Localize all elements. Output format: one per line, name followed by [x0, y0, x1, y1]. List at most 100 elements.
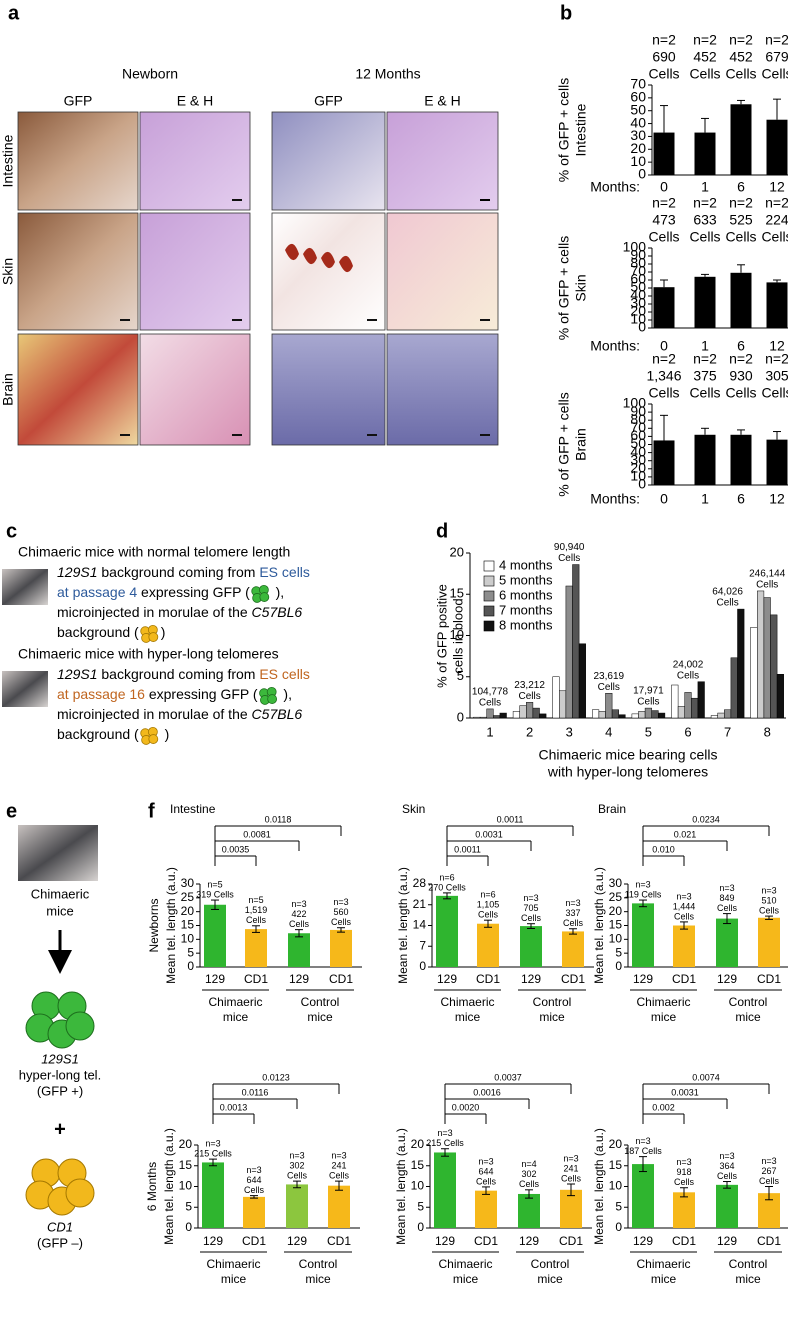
y-tick-label: 100: [623, 395, 647, 411]
bar: [770, 614, 778, 719]
bar-label: n=3: [437, 1128, 452, 1138]
bar: [710, 715, 718, 719]
description-line: 129S1 background coming from ES cells: [57, 564, 310, 580]
y-axis-label: % of GFP positive: [434, 584, 449, 688]
bar: [766, 439, 788, 485]
bar: [598, 711, 606, 719]
y-tick-label: 100: [623, 239, 647, 255]
group-label: mice: [735, 1272, 761, 1286]
x-tick-label: 129: [203, 1234, 223, 1248]
text-segment: background coming from: [97, 666, 259, 682]
y-tick-label: 20: [630, 303, 646, 319]
x-tick-label: 0: [660, 179, 668, 195]
column-title: E & H: [424, 93, 461, 109]
legend-swatch: [483, 590, 495, 602]
y-tick-label: 40: [630, 114, 646, 130]
cell: [148, 632, 159, 642]
bar-label: 690: [652, 49, 676, 65]
error-bar: [737, 99, 745, 105]
histology-image: [386, 111, 499, 211]
error-bar: [723, 913, 731, 925]
error-bar: [250, 1195, 258, 1199]
error-bar: [737, 429, 745, 435]
y-tick-label: 5: [615, 945, 622, 959]
bar-label: n=2: [729, 351, 753, 367]
text-segment: microinjected in morulae of the: [57, 706, 252, 722]
cell-count: 17,971: [633, 686, 664, 697]
y-axis-label: Mean tel. length (a.u.): [592, 1128, 606, 1245]
group-label: Chimaeric: [206, 1257, 260, 1271]
p-value: 0.0123: [262, 1072, 290, 1082]
bar-label: n=3: [719, 883, 734, 893]
x-tick-label: 129: [633, 972, 653, 986]
text-segment: at passage 16: [57, 686, 145, 702]
error-bar: [525, 1189, 533, 1199]
p-value: 0.0031: [671, 1087, 699, 1097]
y-tick-label: 20: [179, 1137, 193, 1151]
y-tick-label: 30: [630, 127, 646, 143]
y-axis-label: % of GFP + cells: [556, 78, 572, 182]
bar-label: 1,519: [245, 905, 268, 915]
group-label: mice: [455, 1010, 481, 1024]
x-tick-label: 1: [701, 338, 709, 354]
cell: [259, 592, 270, 602]
x-axis-label: Months:: [590, 491, 640, 507]
bar: [526, 702, 534, 719]
x-tick-label: CD1: [672, 1234, 696, 1248]
p-value: 0.0074: [692, 1072, 720, 1082]
column-title: GFP: [314, 93, 343, 109]
label: 129S1: [41, 1051, 79, 1066]
bar: [486, 708, 494, 719]
row-label: 6 Months: [145, 1162, 159, 1211]
x-tick-label: CD1: [327, 1234, 351, 1248]
bar-label: 224: [765, 212, 788, 228]
description-line: microinjected in morulae of the C57BL6: [57, 706, 302, 722]
stain: [285, 243, 299, 261]
bar-label: Cells: [725, 385, 756, 401]
histology-image: [17, 212, 139, 331]
bar: [565, 585, 573, 719]
label: CD1: [47, 1219, 73, 1234]
y-tick-label: 80: [630, 255, 646, 271]
stain: [339, 255, 353, 273]
bar: [677, 706, 685, 719]
y-tick-label: 70: [630, 419, 646, 435]
bar-label: n=3: [289, 1150, 304, 1160]
label: mice: [46, 903, 73, 918]
bar: [694, 276, 716, 328]
cell-count: 23,212: [514, 680, 545, 691]
text-segment: background coming from: [97, 564, 259, 580]
chart-title: Intestine: [170, 802, 216, 816]
cell-count: 104,778: [472, 687, 509, 698]
bar: [477, 923, 499, 967]
error-bar: [660, 105, 668, 133]
bar-label: n=2: [765, 195, 788, 211]
cell-count: 23,619: [594, 671, 625, 682]
x-tick-label: CD1: [757, 1234, 781, 1248]
x-tick-label: 129: [717, 1234, 737, 1248]
error-bar: [639, 899, 647, 908]
bar-label: 422: [291, 909, 306, 919]
bar-label: Cells: [329, 1170, 350, 1180]
group-label: Control: [729, 1257, 768, 1271]
text-segment: C57BL6: [252, 604, 303, 620]
y-tick-label: 70: [630, 76, 646, 92]
text-segment: ),: [272, 584, 284, 600]
mouse-photo: [2, 569, 48, 605]
mouse-photo: [18, 825, 98, 881]
x-tick-label: CD1: [242, 1234, 266, 1248]
bar-label: 375: [693, 368, 717, 384]
bar: [578, 643, 586, 719]
cell-count: Cells: [558, 553, 580, 564]
cell-count: Cells: [518, 691, 540, 702]
bar: [758, 1193, 780, 1228]
error-bar: [527, 923, 535, 929]
group-label: mice: [221, 1272, 247, 1286]
legend-swatch: [483, 560, 495, 572]
label: hyper-long tel.: [19, 1067, 101, 1082]
bar: [724, 709, 732, 719]
panel-label: a: [8, 2, 20, 24]
bar-label: Cells: [717, 903, 738, 913]
bar: [473, 716, 481, 719]
bar-label: 525: [729, 212, 753, 228]
